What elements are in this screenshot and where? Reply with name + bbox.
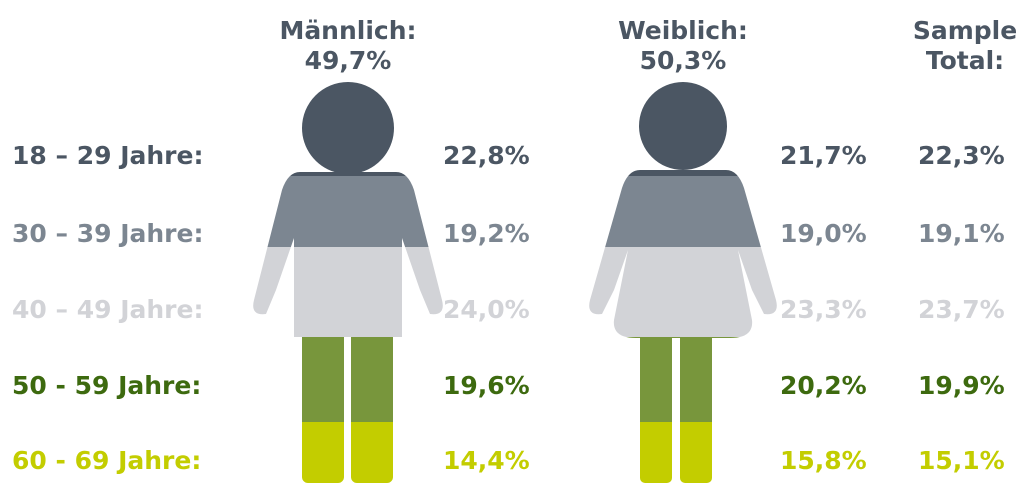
male-share: 49,7% <box>305 46 392 75</box>
figure-band <box>589 422 777 483</box>
figure-band <box>253 422 443 483</box>
total-value: 23,7% <box>918 295 1005 324</box>
total-header: Total: <box>926 46 1004 75</box>
figure-band <box>253 337 443 422</box>
male-value: 22,8% <box>443 141 530 170</box>
figure-band <box>589 337 777 422</box>
female-value: 20,2% <box>780 371 867 400</box>
female-value: 23,3% <box>780 295 867 324</box>
age-label: 50 - 59 Jahre: <box>12 371 201 400</box>
total-value: 19,9% <box>918 371 1005 400</box>
female-share: 50,3% <box>640 46 727 75</box>
total-value: 15,1% <box>918 446 1005 475</box>
female-value: 21,7% <box>780 141 867 170</box>
figure-band <box>253 247 443 337</box>
male-header: Männlich: <box>279 16 416 45</box>
female-header: Weiblich: <box>618 16 748 45</box>
figure-band <box>589 82 777 176</box>
female-figure <box>589 82 777 483</box>
male-value: 14,4% <box>443 446 530 475</box>
total-value: 19,1% <box>918 219 1005 248</box>
age-label: 40 – 49 Jahre: <box>12 295 203 324</box>
male-value: 19,6% <box>443 371 530 400</box>
total-value: 22,3% <box>918 141 1005 170</box>
figure-band <box>589 176 777 247</box>
male-figure <box>253 82 443 483</box>
age-label: 30 – 39 Jahre: <box>12 219 203 248</box>
female-value: 15,8% <box>780 446 867 475</box>
male-value: 19,2% <box>443 219 530 248</box>
male-value: 24,0% <box>443 295 530 324</box>
female-value: 19,0% <box>780 219 867 248</box>
total-header: Sample <box>913 16 1017 45</box>
age-label: 60 - 69 Jahre: <box>12 446 201 475</box>
age-label: 18 – 29 Jahre: <box>12 141 203 170</box>
figure-band <box>253 82 443 176</box>
figure-band <box>253 176 443 247</box>
figure-band <box>589 247 777 337</box>
